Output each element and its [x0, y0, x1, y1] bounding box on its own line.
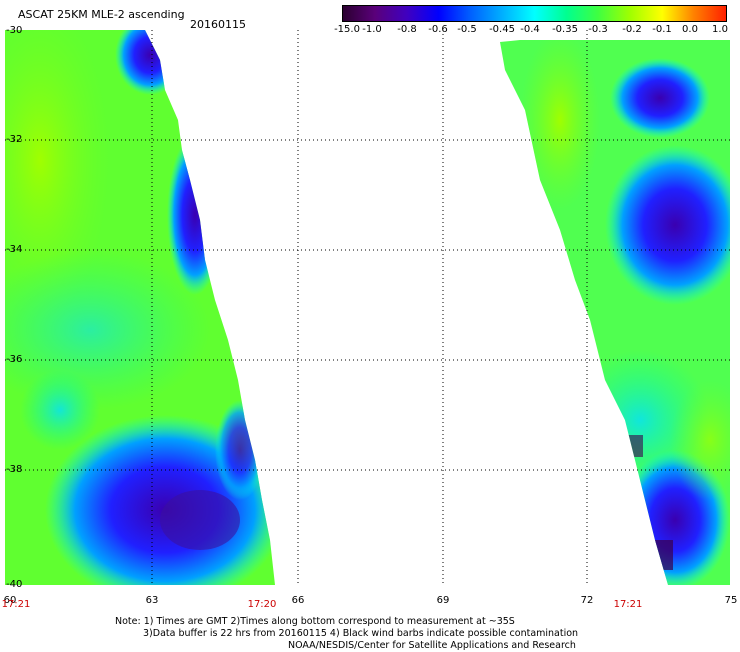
color-scale-bar [342, 5, 727, 22]
note-line-2: 3)Data buffer is 22 hrs from 20160115 4)… [143, 628, 579, 639]
pass-time-label: 17:20 [247, 599, 277, 610]
left-swath [5, 30, 275, 585]
lat-label: -32 [6, 134, 23, 145]
color-scale-label: -0.8 [397, 24, 417, 35]
color-scale-labels: -15.0 -1.0 -0.8 -0.6 -0.5 -0.45 -0.4 -0.… [330, 24, 730, 38]
color-scale-label: -0.4 [520, 24, 540, 35]
right-swath [500, 40, 730, 585]
color-scale-label: -15.0 [334, 24, 360, 35]
note-line-3: NOAA/NESDIS/Center for Satellite Applica… [288, 640, 576, 651]
product-title: ASCAT 25KM MLE-2 ascending [18, 8, 185, 21]
color-scale-label: 0.0 [682, 24, 698, 35]
lat-label: -30 [6, 25, 23, 36]
lat-lon-grid [5, 30, 730, 585]
color-scale-label: -0.3 [588, 24, 608, 35]
footnotes: Note: 1) Times are GMT 2)Times along bot… [115, 616, 578, 652]
lon-label: 69 [436, 595, 450, 606]
product-date: 20160115 [190, 18, 246, 31]
lon-label: 72 [580, 595, 594, 606]
lon-label: 66 [291, 595, 305, 606]
color-scale-label: -0.35 [552, 24, 578, 35]
note-line-1: Note: 1) Times are GMT 2)Times along bot… [115, 616, 515, 627]
lon-label: 63 [145, 595, 159, 606]
color-scale-label: -0.1 [652, 24, 672, 35]
color-scale-gradient [343, 6, 726, 21]
lon-label: 60 [3, 595, 17, 606]
color-scale-label: -1.0 [362, 24, 382, 35]
lat-label: -38 [6, 464, 23, 475]
color-scale-label: 1.0 [712, 24, 728, 35]
pass-time-label: 17:21 [613, 599, 643, 610]
color-scale-label: -0.6 [428, 24, 448, 35]
swath-map [5, 30, 730, 585]
lat-label: -40 [6, 579, 23, 590]
color-scale-label: -0.2 [622, 24, 642, 35]
lat-label: -34 [6, 244, 23, 255]
lon-label: 75 [724, 595, 738, 606]
color-scale-label: -0.5 [457, 24, 477, 35]
lat-label: -36 [6, 354, 23, 365]
pass-time-label: 17:21 [1, 599, 31, 610]
color-scale-label: -0.45 [489, 24, 515, 35]
